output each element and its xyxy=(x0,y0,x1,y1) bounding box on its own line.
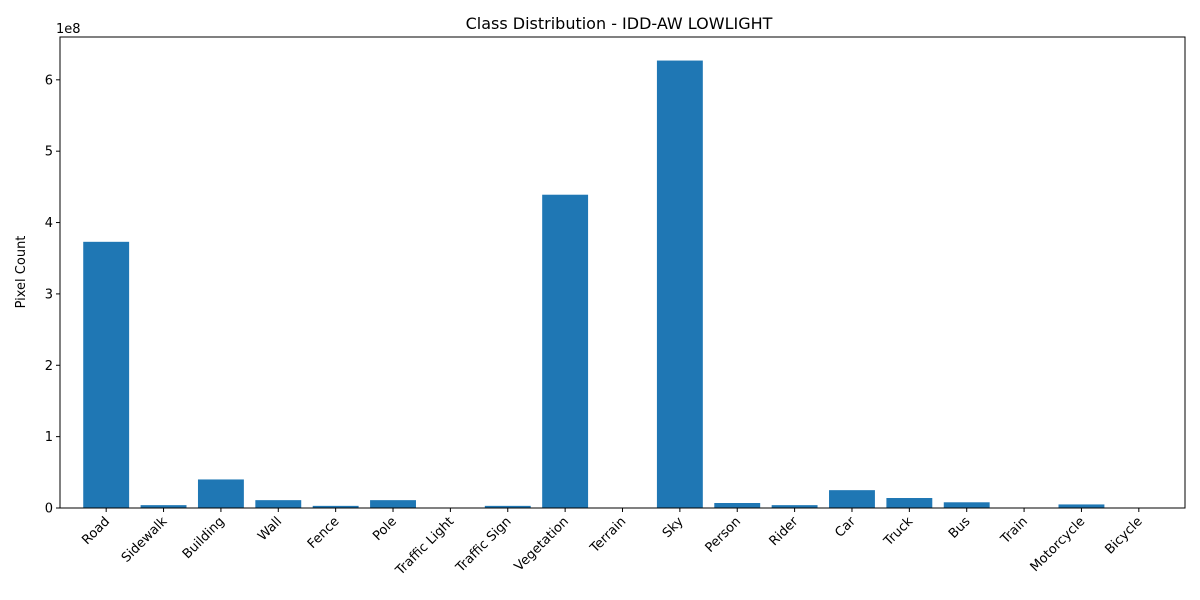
bar-motorcycle xyxy=(1058,504,1105,508)
x-tick-label: Road xyxy=(79,514,113,548)
x-tick-label: Rider xyxy=(767,514,802,549)
x-tick-label: Car xyxy=(832,514,859,541)
bar-road xyxy=(83,241,130,508)
bar-fence xyxy=(312,505,359,508)
bar-sky xyxy=(656,60,703,509)
bar-vegetation xyxy=(542,194,589,509)
x-tick-label: Terrain xyxy=(587,514,629,556)
bars-group xyxy=(83,60,1162,509)
x-tick-label: Pole xyxy=(370,514,400,544)
x-tick-label: Train xyxy=(998,514,1031,547)
x-axis-ticks: Road Sidewalk Building Wall Fence PoleTraffic… xyxy=(79,508,1146,579)
x-tick-label: Motorcycle xyxy=(1028,514,1089,575)
x-tick-label: Sidewalk xyxy=(119,514,171,566)
bar-pole xyxy=(370,500,416,508)
x-tick-label: Traffic Sign xyxy=(453,514,515,576)
bar-wall xyxy=(255,500,302,508)
bar-traffic-sign xyxy=(484,505,531,508)
x-tick-label: Bicycle xyxy=(1102,514,1145,557)
y-tick-label: 1 xyxy=(45,430,53,445)
x-tick-label: Fence xyxy=(305,514,343,552)
y-axis-offset-label: 1e8 xyxy=(56,22,81,37)
chart-title: Class Distribution - IDD-AW LOWLIGHT xyxy=(466,14,773,33)
x-tick-label: Truck xyxy=(881,514,917,550)
y-tick-label: 3 xyxy=(45,287,53,302)
y-tick-label: 5 xyxy=(45,145,53,160)
bar-person xyxy=(714,503,761,508)
y-tick-label: 2 xyxy=(45,359,53,374)
bar-sidewalk xyxy=(140,505,187,508)
bar-car xyxy=(829,490,875,508)
plot-area-frame xyxy=(59,36,1186,509)
x-tick-label: Vegetation xyxy=(512,514,572,574)
x-tick-label: Bus xyxy=(946,514,974,542)
y-axis-label: Pixel Count xyxy=(14,236,29,309)
y-tick-label: 4 xyxy=(45,216,53,231)
y-tick-label: 6 xyxy=(45,73,53,88)
x-tick-label: Wall xyxy=(255,514,285,544)
bar-rider xyxy=(771,505,818,508)
x-tick-label: Sky xyxy=(660,514,687,541)
x-tick-label: Building xyxy=(180,514,228,562)
bar-bus xyxy=(943,502,990,508)
bar-building xyxy=(197,479,244,508)
x-tick-label: Traffic Light xyxy=(392,514,457,579)
bar-truck xyxy=(886,498,933,508)
y-tick-label: 0 xyxy=(45,502,53,517)
y-axis-ticks: 0 1 2 3 4 5 6 xyxy=(45,73,60,517)
x-tick-label: Person xyxy=(703,514,744,555)
